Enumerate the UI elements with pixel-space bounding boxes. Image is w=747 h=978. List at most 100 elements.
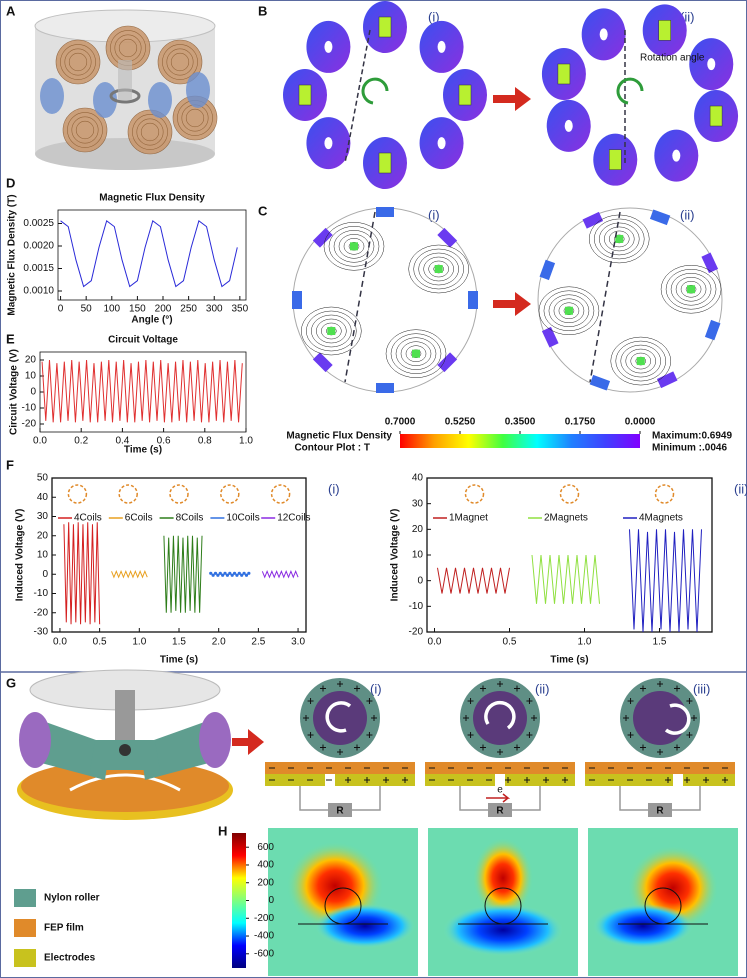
coil — [75, 120, 95, 140]
legend-label: 2Magnets — [544, 513, 588, 524]
x-axis-label: Angle (°) — [131, 315, 172, 326]
contour — [603, 226, 635, 252]
electrode — [335, 774, 415, 786]
core — [633, 691, 687, 745]
electron-label: e — [497, 785, 503, 796]
data-point — [240, 573, 244, 577]
coil-block — [312, 352, 333, 373]
resistor-label: R — [656, 806, 664, 817]
contour — [665, 268, 717, 310]
legend-swatch — [14, 949, 36, 967]
contour — [630, 352, 652, 370]
magnet — [350, 242, 358, 251]
x-tick-label: 1.0 — [578, 637, 592, 648]
data-point — [235, 573, 239, 577]
y-tick-label: 30 — [37, 511, 49, 522]
charge — [524, 777, 530, 783]
contour — [625, 348, 657, 374]
sub-label: (ii) — [680, 207, 694, 222]
magnet — [412, 349, 420, 358]
panel-label: A — [6, 3, 16, 18]
core — [313, 691, 367, 745]
sub-label: (i) — [328, 481, 340, 496]
data-point — [213, 571, 218, 575]
coil — [140, 122, 160, 142]
data-point — [247, 571, 251, 575]
coil — [64, 48, 92, 76]
rotation-arrow — [484, 700, 516, 730]
colorbar-tick-label: 0.7000 — [385, 417, 416, 428]
colorbar-tick-label: -200 — [254, 913, 274, 924]
data-point — [228, 571, 232, 575]
legend-label: 6Coils — [125, 513, 153, 524]
magnet — [636, 357, 645, 366]
charge — [674, 685, 680, 692]
plot-frame — [57, 209, 247, 301]
charge — [623, 715, 629, 721]
sub-label: (ii) — [535, 681, 549, 696]
coil — [118, 38, 138, 58]
contour — [343, 238, 365, 255]
coil-block — [437, 352, 458, 373]
charge — [354, 685, 360, 692]
coil — [166, 48, 194, 76]
y-tick-label: -20 — [34, 607, 49, 618]
colorbar-tick-label: -400 — [254, 931, 274, 942]
magnet-cap — [709, 105, 723, 127]
y-tick-label: 40 — [412, 473, 424, 484]
current-arrow — [486, 793, 511, 803]
sub-label: (i) — [428, 9, 440, 24]
charge — [514, 744, 520, 751]
coil-block — [539, 259, 556, 281]
contour — [301, 306, 362, 356]
panel-label: C — [258, 203, 268, 218]
charge — [366, 698, 373, 704]
data-point — [209, 571, 213, 575]
fep-film — [585, 762, 735, 774]
data-point — [242, 571, 246, 575]
fep-film — [265, 762, 415, 774]
charge — [686, 732, 693, 738]
y-tick-label: 0 — [417, 575, 423, 586]
coil-block — [649, 209, 671, 226]
magnet-cap — [298, 84, 312, 106]
contour — [408, 244, 469, 294]
coil-block — [582, 211, 604, 229]
hole — [707, 58, 716, 71]
data-line — [41, 359, 243, 423]
hole — [672, 149, 681, 162]
magnet — [687, 285, 696, 294]
arrow — [232, 729, 264, 755]
x-tick-label: 300 — [206, 304, 223, 315]
resistor-label: R — [496, 806, 504, 817]
magnet-cap — [609, 149, 622, 170]
magnet — [327, 327, 336, 335]
charge — [526, 732, 533, 738]
data-line — [60, 219, 238, 288]
core — [473, 691, 527, 745]
hole — [324, 137, 333, 150]
coil-block — [701, 252, 719, 274]
charge — [497, 749, 503, 755]
contour — [680, 280, 702, 298]
axis-line — [344, 211, 376, 383]
contour — [558, 302, 580, 320]
contour — [675, 276, 707, 302]
rotation-arrow — [664, 703, 691, 735]
y-tick-label: -10 — [34, 588, 49, 599]
contour — [395, 337, 437, 370]
legend-icon — [169, 484, 189, 504]
coil — [62, 107, 108, 153]
y-tick-label: 30 — [412, 498, 424, 509]
coil-block — [704, 319, 721, 341]
charge — [531, 715, 537, 721]
arrow — [493, 292, 531, 316]
magnet — [186, 72, 210, 108]
charge — [467, 698, 474, 704]
charge — [562, 777, 568, 783]
charge — [320, 685, 326, 692]
magnet-cap — [378, 152, 392, 174]
legend-label: 4Magnets — [639, 513, 683, 524]
charge — [307, 732, 314, 738]
contour — [390, 333, 442, 374]
